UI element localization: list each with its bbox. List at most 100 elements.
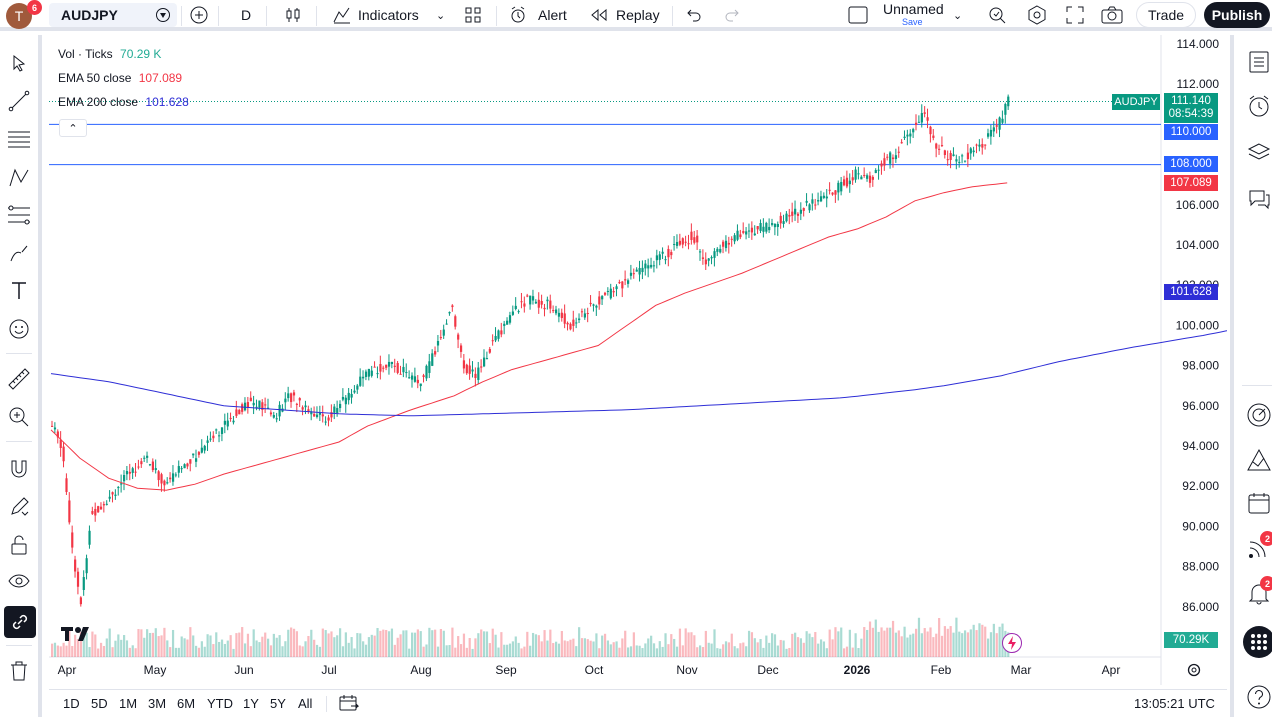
volume-bar [261, 636, 264, 657]
quick-search-icon[interactable] [988, 0, 1008, 30]
alerts-clock-icon[interactable] [1244, 91, 1272, 121]
hide-icon[interactable] [6, 568, 32, 594]
trade-button[interactable]: Trade [1136, 2, 1196, 28]
candle-body [102, 504, 106, 506]
volume-bar [313, 639, 316, 657]
apps-grid-icon[interactable] [1243, 626, 1272, 658]
range-1m[interactable]: 1M [119, 696, 138, 711]
templates-icon[interactable] [464, 0, 482, 30]
volume-bar [465, 647, 468, 657]
price-tick-label: 98.000 [1182, 359, 1219, 373]
volume-legend-value: 70.29 K [120, 47, 162, 61]
settings-icon[interactable] [1027, 0, 1047, 30]
symbol-search[interactable]: AUDJPY [49, 3, 177, 27]
collapse-legend-button[interactable]: ⌃ [59, 119, 87, 137]
volume-bar [200, 641, 203, 657]
tradingview-logo[interactable] [59, 625, 93, 648]
publish-button[interactable]: Publish [1204, 2, 1270, 28]
volume-bar [143, 637, 146, 657]
redo-icon[interactable] [724, 0, 740, 30]
range-all[interactable]: All [298, 696, 313, 711]
trash-icon[interactable] [6, 658, 32, 684]
brush-icon[interactable] [6, 240, 32, 266]
indicators-icon[interactable] [332, 0, 352, 30]
magnet-icon[interactable] [6, 456, 32, 482]
candle-body [148, 464, 152, 466]
range-5d[interactable]: 5D [91, 696, 108, 711]
feed-icon[interactable] [1244, 533, 1272, 563]
volume-legend[interactable]: Vol · Ticks 70.29 K [58, 47, 161, 61]
lock-icon[interactable] [6, 532, 32, 558]
volume-bar [212, 644, 215, 657]
horizontal-lines-icon[interactable] [6, 126, 32, 152]
volume-bar [166, 640, 169, 657]
replay-icon[interactable] [590, 0, 608, 30]
goto-date-icon[interactable] [339, 694, 360, 715]
volume-bar [771, 633, 774, 657]
replay-button[interactable]: Replay [616, 7, 660, 23]
candle-body [877, 169, 880, 171]
volume-bar [324, 630, 327, 657]
pattern-icon[interactable] [6, 164, 32, 190]
zoom-in-icon[interactable] [6, 404, 32, 430]
price-chart[interactable]: 114.000112.000106.000104.000102.000100.0… [49, 35, 1272, 685]
ideas-icon[interactable] [1244, 445, 1272, 475]
candle-body [765, 222, 768, 232]
layout-icon[interactable] [848, 0, 868, 30]
range-1d[interactable]: 1D [63, 696, 80, 711]
trend-line-icon[interactable] [6, 88, 32, 114]
help-icon[interactable] [1244, 682, 1272, 712]
candle-body [462, 360, 466, 369]
alert-icon[interactable] [509, 0, 529, 30]
fullscreen-icon[interactable] [1066, 0, 1084, 30]
target-icon[interactable] [1244, 400, 1272, 430]
chart-pane[interactable]: 114.000112.000106.000104.000102.000100.0… [49, 35, 1272, 685]
chevron-down-icon[interactable]: ⌄ [436, 9, 446, 22]
utc-clock[interactable]: 13:05:21 UTC [1134, 696, 1215, 711]
watchlist-icon[interactable] [1244, 47, 1272, 77]
top-toolbar: T 6 AUDJPY D Indicators ⌄ Alert Replay U… [0, 0, 1272, 31]
candle-body [353, 390, 356, 393]
layout-name[interactable]: Unnamed [883, 1, 944, 17]
candles-icon[interactable] [284, 0, 302, 30]
range-1y[interactable]: 1Y [243, 696, 259, 711]
chat-icon[interactable] [1244, 184, 1272, 214]
add-symbol-icon[interactable] [190, 0, 208, 30]
ruler-icon[interactable] [6, 366, 32, 392]
fib-icon[interactable] [6, 202, 32, 228]
candle-body [336, 408, 339, 413]
axis-settings-icon[interactable] [1186, 662, 1202, 683]
layout-chevron-icon[interactable]: ⌄ [953, 9, 963, 22]
hline-108-label[interactable]: 108.000 [1164, 156, 1218, 172]
indicators-button[interactable]: Indicators [358, 7, 419, 23]
stay-drawing-icon[interactable] [6, 494, 32, 520]
range-3m[interactable]: 3M [148, 696, 167, 711]
interval-button[interactable]: D [241, 7, 252, 23]
candle-body [264, 404, 267, 406]
last-price-label[interactable]: 111.140 08:54:39 [1164, 93, 1218, 123]
layers-icon[interactable] [1244, 138, 1272, 168]
ema50-legend[interactable]: EMA 50 close 107.089 [58, 71, 182, 85]
ema200-legend[interactable]: EMA 200 close 101.628 [58, 95, 189, 109]
calendar-icon[interactable] [1244, 488, 1272, 518]
lightning-icon[interactable] [1001, 632, 1023, 659]
object-tree-icon[interactable] [4, 606, 36, 638]
text-icon[interactable] [6, 278, 32, 304]
cursor-icon[interactable] [6, 50, 32, 76]
candle-body [445, 323, 448, 325]
candle-body [298, 398, 301, 401]
range-ytd[interactable]: YTD [207, 696, 233, 711]
price-tick-label: 90.000 [1182, 519, 1219, 533]
volume-bar [370, 634, 373, 657]
snapshot-icon[interactable] [1101, 0, 1123, 30]
range-6m[interactable]: 6M [177, 696, 196, 711]
volume-bar [523, 646, 526, 657]
emoji-icon[interactable] [6, 316, 32, 342]
undo-icon[interactable] [686, 0, 702, 30]
range-5y[interactable]: 5Y [270, 696, 286, 711]
hline-110-label[interactable]: 110.000 [1164, 124, 1218, 140]
layout-save-label[interactable]: Save [902, 17, 923, 27]
compare-symbol-icon[interactable] [155, 0, 171, 30]
alert-button[interactable]: Alert [538, 7, 567, 23]
candle-body [434, 351, 437, 355]
